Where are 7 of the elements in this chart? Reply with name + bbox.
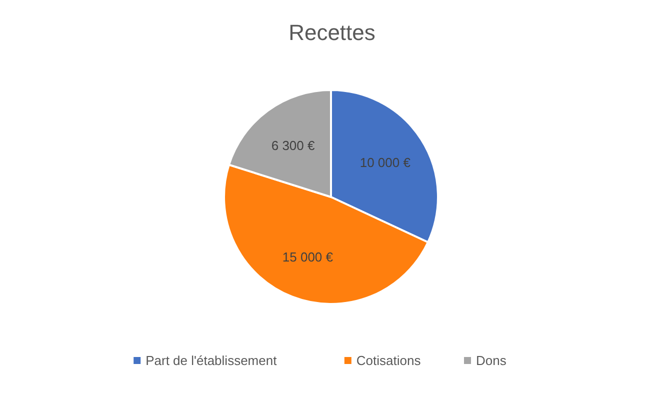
data-label: 10 000 € [360, 155, 412, 170]
chart-title: Recettes [288, 20, 376, 45]
data-label: 15 000 € [282, 249, 334, 264]
legend-label: Part de l'établissement [146, 353, 278, 368]
legend-label: Dons [476, 353, 507, 368]
legend-label: Cotisations [356, 353, 422, 368]
data-label: 6 300 € [271, 138, 316, 153]
